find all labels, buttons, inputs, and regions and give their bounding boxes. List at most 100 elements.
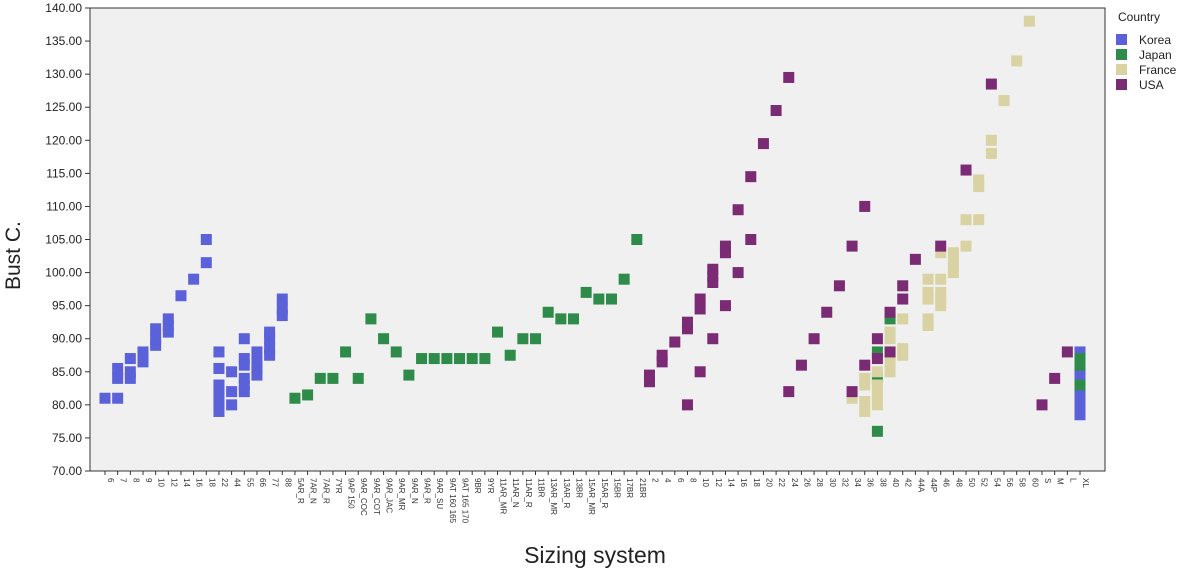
x-tick-label: 58 [1018,478,1027,487]
y-tick-label: 80.00 [52,398,82,412]
y-tick-label: 130.00 [45,67,82,81]
point-france [859,372,871,384]
point-japan [631,234,643,245]
x-tick-label: 12 [714,478,723,487]
legend-swatch [1116,34,1127,45]
point-usa [783,71,795,83]
point-usa [1049,372,1061,384]
point-korea [238,379,250,391]
x-tick-label: XL [1081,478,1090,488]
point-usa [770,105,782,117]
point-japan [542,306,554,318]
x-tick-label: 8 [131,478,140,483]
point-france [998,95,1010,107]
x-tick-label: 44P [929,478,938,492]
y-tick-label: 135.00 [45,34,82,48]
point-korea [276,293,288,305]
point-korea [112,362,124,374]
x-tick-label: 17BR [625,478,634,498]
x-tick-label: 54 [992,478,1001,487]
x-tick-label: 16 [195,478,204,487]
y-tick-label: 70.00 [52,464,82,478]
point-usa [707,270,719,282]
y-axis: 70.00 75.00 80.00 85.00 90.00 95.00 100.00 105.… [45,1,90,478]
point-japan [871,346,883,358]
point-france [859,396,871,408]
legend-item-japan: Japan [1116,47,1176,62]
point-japan [555,313,567,325]
data-points [99,15,1086,437]
point-japan [517,333,529,345]
x-tick-label: 18 [207,478,216,487]
plot-area [89,7,1106,472]
x-tick-label: 9AR_N [410,478,419,504]
point-france [1011,55,1023,67]
x-tick-label: 24 [790,478,799,487]
x-tick-label: 6 [676,478,685,483]
x-tick-label: 44A [916,478,925,493]
x-tick-label: 15BR [612,478,621,498]
point-usa [707,263,719,275]
point-usa [719,247,731,259]
point-korea [251,346,263,358]
x-tick-label: 48 [954,478,963,487]
x-tick-label: 15AR_MR [587,478,596,515]
point-usa [859,359,871,371]
x-tick-label: 11AR_N [511,478,520,508]
point-france [922,313,934,325]
point-korea [175,290,187,302]
point-japan [327,372,339,384]
point-usa [681,323,693,335]
x-tick-label: 6 [106,478,115,483]
point-korea [112,392,124,404]
point-japan [378,333,390,345]
legend-item-korea: Korea [1116,32,1176,47]
point-france [922,286,934,298]
x-tick-label: 55 [245,478,254,487]
x-tick-label: 46 [942,478,951,487]
x-tick-label: 9AR_MR [397,478,406,511]
y-tick-label: 105.00 [45,233,82,247]
point-japan [884,313,896,325]
x-tick-label: L [1068,478,1077,483]
x-tick-label: 7AR_R [321,478,330,504]
point-usa [694,366,706,378]
x-tick-label: 44 [233,478,242,487]
point-korea [213,399,225,411]
legend-label: Japan [1139,47,1172,62]
point-france [871,389,883,401]
legend-label: France [1139,62,1177,77]
point-usa [833,280,845,292]
x-tick-label: 56 [1005,478,1014,487]
x-tick-label: 18 [752,478,761,487]
point-france [985,148,997,160]
point-usa [783,386,795,398]
point-korea [150,339,162,351]
y-tick-label: 90.00 [52,332,82,346]
point-france [846,392,858,404]
point-korea [251,369,263,381]
point-korea [276,303,288,315]
point-usa [757,138,769,150]
point-usa [643,369,655,381]
point-japan [289,392,301,404]
point-korea [264,343,276,355]
point-korea [112,372,124,384]
point-japan [479,353,491,365]
x-tick-label: 22 [220,478,229,487]
legend-item-france: France [1116,62,1176,77]
point-france [871,399,883,411]
point-usa [669,336,681,348]
point-japan [492,326,504,338]
legend-title: Country [1118,10,1161,24]
point-usa [897,280,909,292]
x-tick-label: 34 [853,478,862,487]
x-tick-label: 13AR_R [562,478,571,508]
point-japan [314,372,326,384]
point-france [935,273,947,285]
point-japan [466,353,478,365]
x-tick-label: 9AT 160 165 [448,478,457,524]
point-japan [504,349,516,361]
point-korea [150,323,162,335]
point-japan [568,313,580,325]
